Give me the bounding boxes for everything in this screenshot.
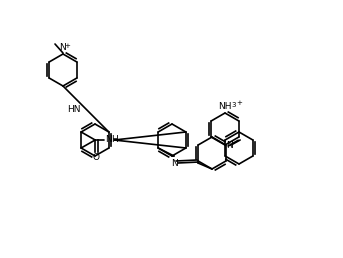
Text: HN: HN (68, 104, 81, 114)
Text: N: N (170, 159, 177, 168)
Text: N: N (105, 134, 112, 143)
Text: H: H (111, 134, 118, 143)
Text: N: N (59, 44, 66, 52)
Text: +: + (236, 100, 242, 106)
Text: O: O (93, 154, 100, 163)
Text: NH: NH (218, 102, 232, 111)
Text: N: N (226, 141, 233, 149)
Text: 3: 3 (232, 102, 236, 108)
Text: +: + (64, 44, 70, 50)
